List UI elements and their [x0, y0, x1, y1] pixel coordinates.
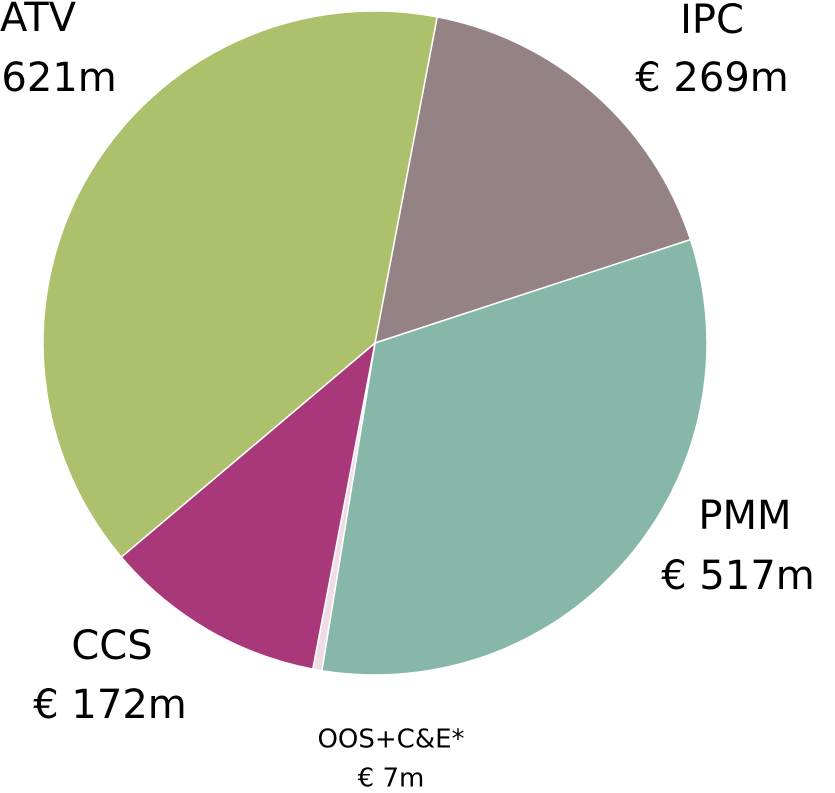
value-label: € 517m [661, 553, 814, 599]
slice-label: CCS [71, 623, 152, 669]
slice-label: IPC [680, 0, 744, 43]
slice-label: ATV [0, 0, 77, 41]
pie-slice [374, 16, 692, 345]
pie-slice [42, 10, 439, 559]
value-label: € 621m [0, 55, 117, 101]
pie-slice [320, 238, 708, 676]
value-label: € 172m [33, 682, 186, 728]
value-label: € 7m [358, 764, 425, 793]
slice-label: OOS+C&E* [317, 725, 464, 755]
value-label: € 269m [635, 55, 788, 101]
slice-label: PMM [698, 493, 791, 539]
pie-slice [120, 341, 377, 670]
